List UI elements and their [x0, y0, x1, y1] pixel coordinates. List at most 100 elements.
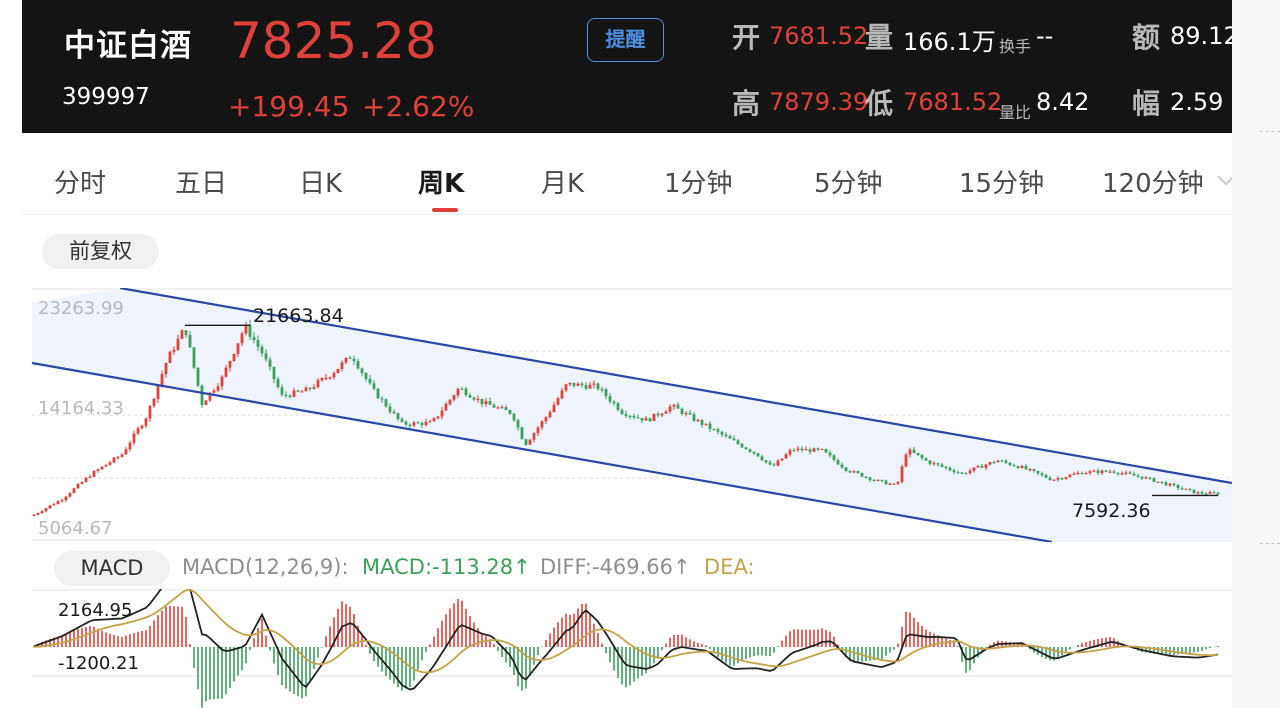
macd-y-top-label: 2164.95 [58, 600, 132, 621]
macd-indicator-button[interactable]: MACD [54, 551, 170, 586]
candle-body [488, 400, 492, 405]
candle-body [108, 462, 112, 465]
turnover-label: 换手 [999, 37, 1032, 56]
candle-body [248, 324, 252, 337]
chevron-down-icon[interactable] [1217, 168, 1232, 186]
candle-body [960, 472, 964, 474]
period-tabs: 分时 五日 日K 周K 月K 1分钟 5分钟 15分钟 120分钟 [22, 133, 1232, 215]
turnover-value: -- [1036, 22, 1054, 50]
trend-channel-upper-line [119, 288, 1232, 485]
candle-body [956, 472, 960, 474]
candle-body [1052, 479, 1056, 481]
candle-body [908, 449, 912, 455]
price-adjust-button[interactable]: 前复权 [42, 234, 159, 269]
candle-body [200, 385, 204, 405]
edge-mark [1260, 543, 1280, 544]
candle-body [136, 428, 140, 434]
candle-body [1172, 483, 1176, 486]
candle-body [480, 398, 484, 405]
candle-body [900, 466, 904, 483]
tab-5-minute[interactable]: 5分钟 [814, 169, 883, 199]
macd-chart[interactable]: 2164.95 -1200.21 [22, 589, 1232, 708]
candle-body [1032, 469, 1036, 471]
candle-body [100, 466, 104, 470]
candle-body [752, 451, 756, 454]
diff-line [33, 589, 1219, 691]
candle-body [140, 425, 144, 429]
candle-body [1060, 478, 1064, 480]
candle-body [512, 413, 516, 421]
dea-label: DEA: [704, 555, 755, 579]
tab-15-minute[interactable]: 15分钟 [959, 169, 1045, 199]
candle-body [284, 394, 288, 396]
candle-body [840, 464, 844, 468]
tab-120-minute[interactable]: 120分钟 [1102, 169, 1204, 199]
candle-body [860, 473, 864, 477]
dea-line [33, 589, 1219, 674]
candle-body [820, 448, 824, 451]
candle-body [92, 470, 96, 477]
tab-daily-k[interactable]: 日K [299, 169, 343, 199]
candle-body [616, 403, 620, 411]
price-change-percent: +2.62% [362, 90, 475, 123]
candle-body [708, 423, 712, 430]
tab-five-day[interactable]: 五日 [175, 169, 228, 199]
candle-body [1040, 473, 1044, 476]
volume-ratio-label: 量比 [999, 103, 1032, 122]
candle-body [560, 390, 564, 399]
y-axis-top-label: 23263.99 [38, 298, 124, 319]
candle-body [300, 391, 304, 393]
candle-body [940, 464, 944, 467]
alert-button[interactable]: 提醒 [587, 18, 664, 62]
candle-body [344, 357, 348, 363]
candle-body [456, 388, 460, 396]
candle-body [40, 511, 44, 514]
candle-body [1164, 482, 1168, 486]
candle-body [844, 467, 848, 471]
tab-1-minute[interactable]: 1分钟 [664, 169, 733, 199]
candle-body [580, 383, 584, 386]
candle-body [288, 395, 292, 397]
candle-body [984, 464, 988, 468]
candle-body [128, 442, 132, 450]
candle-body [368, 378, 372, 384]
candle-body [528, 439, 532, 445]
candle-body [316, 380, 320, 388]
candle-body [1120, 473, 1124, 475]
candle-body [304, 387, 308, 392]
candle-body [716, 429, 720, 432]
candle-body [396, 413, 400, 419]
tab-monthly-k[interactable]: 月K [541, 169, 585, 199]
candle-body [1176, 485, 1180, 489]
macd-params: MACD(12,26,9): [182, 555, 349, 579]
candle-body [232, 353, 236, 361]
candle-body [632, 415, 636, 418]
candle-body [760, 456, 764, 461]
candle-body [328, 377, 332, 379]
candle-body [160, 374, 164, 386]
candle-body [672, 404, 676, 407]
candle-body [608, 396, 612, 402]
candle-body [340, 362, 344, 369]
candle-body [644, 418, 648, 421]
candle-body [768, 462, 772, 465]
candle-body [624, 414, 628, 416]
candle-body [432, 418, 436, 422]
candle-body [36, 513, 40, 515]
candle-body [804, 449, 808, 451]
candle-body [484, 400, 488, 405]
candle-body [468, 395, 472, 398]
candle-body [544, 417, 548, 422]
candle-body [252, 336, 256, 341]
candle-body [912, 449, 916, 453]
candle-body [116, 456, 120, 459]
candle-body [492, 404, 496, 408]
tab-intraday[interactable]: 分时 [54, 169, 107, 199]
candle-body [72, 488, 76, 494]
candle-body [1024, 465, 1028, 470]
candle-body [1096, 470, 1100, 474]
tab-weekly-k[interactable]: 周K [418, 169, 465, 199]
kline-chart[interactable]: 23263.99 14164.33 5064.67 21663.84 7592.… [22, 288, 1232, 542]
candle-body [524, 439, 528, 445]
candle-body [124, 449, 128, 455]
